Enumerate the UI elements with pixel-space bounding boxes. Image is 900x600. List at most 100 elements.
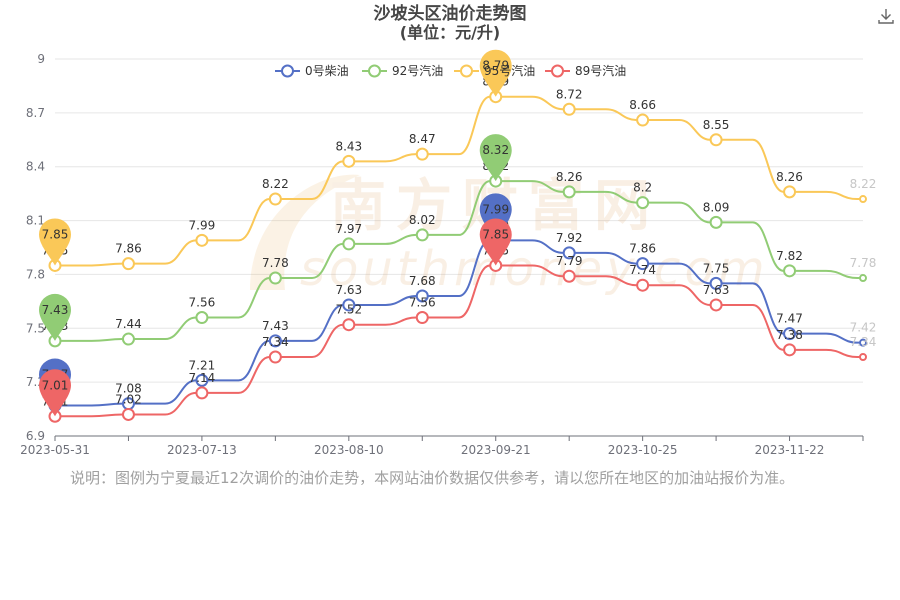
- y-tick-label: 7.5: [26, 321, 45, 335]
- data-point[interactable]: [783, 264, 797, 278]
- data-label: 7.34: [850, 335, 877, 349]
- watermark-url: southmoney.com: [300, 241, 769, 297]
- legend-item[interactable]: 0号柴油: [275, 64, 349, 78]
- data-point[interactable]: [783, 327, 797, 341]
- data-point[interactable]: [859, 338, 867, 347]
- legend[interactable]: 0号柴油 92号汽油 95号汽油 89号汽油: [275, 63, 626, 78]
- data-point[interactable]: [195, 386, 209, 400]
- download-icon[interactable]: [876, 6, 896, 26]
- data-point[interactable]: [415, 147, 429, 161]
- data-label: 7.78: [850, 256, 877, 270]
- markpoint-pin: 7.85: [39, 218, 71, 266]
- markpoint-pin: 7.85: [479, 218, 512, 266]
- data-label: 7.99: [189, 218, 216, 232]
- data-point[interactable]: [783, 343, 797, 357]
- markpoint-pin: 8.32: [479, 134, 512, 182]
- data-label: 7.56: [409, 296, 436, 310]
- markpoint-shape: [479, 49, 512, 97]
- data-point[interactable]: [859, 195, 867, 204]
- data-label: 7.47: [776, 312, 803, 326]
- data-point[interactable]: [562, 185, 576, 199]
- legend-label: 0号柴油: [305, 64, 349, 78]
- data-label: 7.82: [776, 249, 803, 263]
- legend-item[interactable]: 95号汽油: [454, 63, 535, 78]
- data-point[interactable]: [268, 350, 282, 364]
- data-point[interactable]: [342, 237, 356, 251]
- data-point[interactable]: [268, 334, 282, 348]
- data-label: 7.14: [189, 371, 216, 385]
- series-layer: [48, 90, 867, 423]
- y-tick-label: 7.8: [26, 267, 45, 281]
- data-point[interactable]: [562, 246, 576, 260]
- data-label: 7.86: [629, 242, 656, 256]
- data-point[interactable]: [121, 332, 135, 346]
- data-point[interactable]: [709, 133, 723, 147]
- data-label: 7.63: [335, 283, 362, 297]
- data-point[interactable]: [709, 276, 723, 290]
- data-point[interactable]: [342, 154, 356, 168]
- data-label: 8.02: [409, 213, 436, 227]
- data-point[interactable]: [562, 102, 576, 116]
- data-point[interactable]: [859, 353, 867, 362]
- markpoint-shape: [479, 193, 512, 241]
- markpoint-label: 8.79: [482, 59, 509, 73]
- data-label: 8.47: [409, 132, 436, 146]
- data-label: 8.22: [850, 177, 877, 191]
- data-point[interactable]: [195, 373, 209, 387]
- data-point[interactable]: [709, 215, 723, 229]
- data-label: 7.08: [115, 382, 142, 396]
- data-point[interactable]: [859, 274, 867, 283]
- legend-label: 89号汽油: [575, 63, 626, 78]
- data-point[interactable]: [195, 311, 209, 325]
- markpoint-label: 7.99: [482, 202, 509, 216]
- legend-marker: [281, 64, 294, 78]
- data-label: 8.66: [629, 98, 656, 112]
- data-point[interactable]: [783, 185, 797, 199]
- data-point[interactable]: [636, 196, 650, 210]
- y-tick-label: 9: [37, 52, 45, 66]
- data-point[interactable]: [342, 298, 356, 312]
- data-point[interactable]: [415, 311, 429, 325]
- data-point[interactable]: [636, 278, 650, 292]
- legend-item[interactable]: 89号汽油: [545, 63, 626, 78]
- data-label: 8.26: [776, 170, 803, 184]
- legend-marker: [551, 64, 564, 78]
- data-label: 8.2: [633, 181, 652, 195]
- data-label: 8.55: [703, 118, 730, 132]
- legend-marker: [460, 64, 473, 78]
- markpoint-pin: 7.01: [39, 369, 71, 417]
- markpoint-pin: 8.79: [479, 49, 512, 97]
- data-point[interactable]: [636, 257, 650, 271]
- data-label: 7.63: [703, 283, 730, 297]
- data-label: 7.56: [189, 296, 216, 310]
- data-label: 7.42: [850, 321, 877, 335]
- data-label: 7.74: [629, 263, 656, 277]
- data-label: 8.22: [262, 177, 289, 191]
- data-label: 8.72: [556, 87, 583, 101]
- data-point[interactable]: [268, 271, 282, 285]
- legend-label: 92号汽油: [392, 63, 443, 78]
- data-point[interactable]: [195, 233, 209, 247]
- markpoint-pin: 7.43: [39, 293, 71, 341]
- data-point[interactable]: [415, 289, 429, 303]
- data-label: 8.43: [335, 139, 362, 153]
- data-point[interactable]: [709, 298, 723, 312]
- data-point[interactable]: [415, 228, 429, 242]
- data-point[interactable]: [121, 407, 135, 421]
- data-point[interactable]: [636, 113, 650, 127]
- data-label: 7.75: [703, 261, 730, 275]
- data-point[interactable]: [268, 192, 282, 206]
- data-label: 7.86: [115, 242, 142, 256]
- y-tick-label: 8.1: [26, 214, 45, 228]
- legend-marker: [368, 64, 381, 78]
- data-point[interactable]: [121, 257, 135, 271]
- data-point[interactable]: [562, 269, 576, 283]
- y-tick-label: 8.7: [26, 106, 45, 120]
- data-label: 7.02: [115, 392, 142, 406]
- x-tick-label: 2023-05-31: [20, 443, 90, 457]
- markpoint-shape: [479, 134, 512, 182]
- data-point[interactable]: [342, 318, 356, 332]
- legend-item[interactable]: 92号汽油: [362, 63, 443, 78]
- markpoint-label: 8.32: [482, 143, 509, 157]
